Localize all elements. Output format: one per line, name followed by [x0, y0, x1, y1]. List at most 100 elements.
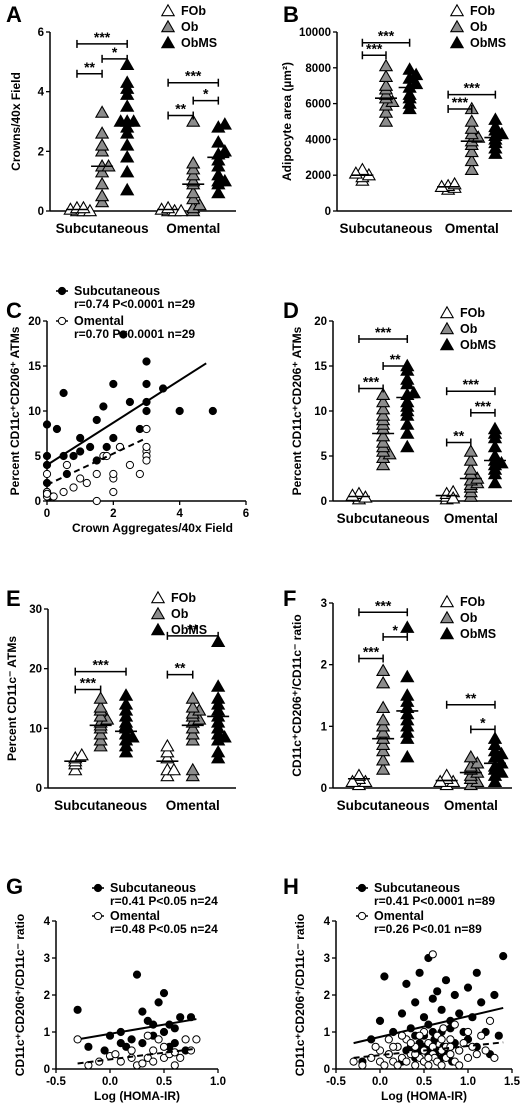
obms-point — [126, 114, 141, 127]
subcutaneous-point — [76, 433, 85, 443]
legend-label: ObMS — [470, 36, 506, 50]
y-tick-label: 3 — [321, 598, 327, 610]
x-tick-label: 1.0 — [210, 1076, 226, 1088]
subcutaneous-point — [472, 968, 481, 977]
legend-label: Ob — [171, 607, 189, 621]
ob-point — [94, 105, 110, 118]
omental-point — [159, 1042, 169, 1051]
y-axis-label: Percent CD11c⁺CD206⁺ ATMs — [8, 326, 22, 495]
omental-point — [125, 460, 135, 470]
x-tick-label: 0.5 — [156, 1076, 173, 1088]
fob-point — [160, 738, 175, 752]
significance-label: *** — [92, 657, 109, 673]
legend-swatch — [439, 321, 455, 335]
subcutaneous-point — [132, 970, 142, 979]
ob-point — [93, 691, 108, 704]
obms-point — [211, 185, 226, 199]
legend-stats: r=0.41 P<0.05 n=24 — [110, 894, 218, 908]
ob-point — [378, 114, 394, 127]
ob-point — [463, 453, 478, 466]
y-tick-label: 20 — [29, 664, 42, 676]
omental-point — [92, 496, 101, 506]
subcutaneous-point — [402, 979, 411, 989]
y-axis-label: CD11c⁺CD206⁺/CD11c⁻ ratio — [13, 914, 27, 1076]
significance-label: *** — [375, 597, 392, 613]
omental-point — [371, 1042, 380, 1051]
omental-point — [358, 1061, 367, 1070]
obms-point — [120, 138, 135, 151]
y-tick-label: 2000 — [305, 170, 331, 182]
x-tick-label: 4 — [176, 508, 183, 520]
obms-point — [120, 164, 135, 178]
legend-swatch — [439, 305, 455, 319]
omental-point — [397, 1031, 407, 1040]
obms-point — [217, 117, 232, 130]
omental-point — [170, 1061, 179, 1070]
omental-point — [143, 1031, 152, 1040]
omental-point — [485, 1016, 495, 1026]
subcutaneous-point — [109, 379, 118, 389]
omental-point — [149, 1057, 158, 1066]
obms-point — [487, 475, 503, 489]
x-tick-label: 0.0 — [372, 1076, 388, 1088]
omental-point — [393, 1061, 402, 1070]
y-tick-label: 0 — [321, 496, 327, 508]
ob-point — [463, 462, 478, 475]
subcutaneous-point — [109, 433, 118, 443]
legend-swatch — [439, 626, 455, 640]
y-axis-label: CD11c⁺CD206⁺/CD11c⁻ ratio — [290, 614, 304, 776]
obms-point — [400, 725, 415, 738]
subcutaneous-point — [154, 998, 163, 1007]
obms-point — [487, 743, 503, 757]
ob-point — [375, 457, 391, 471]
ob-point — [94, 188, 110, 202]
legend-label: Omental — [110, 909, 160, 923]
subcutaneous-point — [397, 1009, 407, 1018]
subcutaneous-point — [119, 330, 128, 339]
panel-letter: F — [283, 586, 296, 611]
obms-point — [210, 679, 226, 692]
subcutaneous-point — [411, 998, 420, 1007]
legend-swatch — [449, 19, 465, 33]
omental-point — [463, 1053, 473, 1063]
obms-point — [120, 149, 135, 163]
y-tick-label: 0 — [324, 1064, 330, 1076]
obms-point — [118, 697, 134, 710]
y-tick-label: 10000 — [299, 27, 331, 39]
ob-point — [464, 114, 479, 127]
legend-label: Ob — [181, 20, 199, 34]
obms-point — [113, 114, 128, 127]
legend-swatch — [93, 883, 103, 893]
regression-line-dashed — [353, 1041, 504, 1059]
y-tick-label: 4 — [44, 916, 51, 928]
y-axis-label: CD11c⁺CD206⁺/CD11c⁻ ratio — [293, 914, 307, 1076]
y-tick-label: 0 — [325, 206, 331, 218]
omental-point — [62, 460, 72, 470]
ob-point — [94, 176, 110, 190]
significance-label: * — [112, 44, 118, 60]
y-tick-label: 0 — [44, 1064, 50, 1076]
ob-point — [93, 700, 108, 713]
subcutaneous-point — [437, 1005, 446, 1014]
y-tick-label: 10 — [28, 406, 41, 418]
legend-swatch — [439, 594, 455, 608]
ob-point — [375, 408, 391, 421]
significance-label: ** — [175, 660, 186, 676]
omental-point — [415, 1031, 424, 1040]
significance-label: *** — [80, 675, 97, 691]
y-axis-label: Percent CD11c⁺CD206⁺ ATMs — [290, 326, 304, 495]
obms-point — [402, 87, 417, 100]
legend-label: FOb — [470, 4, 495, 18]
y-axis-label: Crowns/40x Field — [9, 72, 23, 171]
x-tick-label: -0.5 — [46, 1076, 66, 1088]
subcutaneous-point — [450, 990, 459, 1000]
subcutaneous-point — [419, 1013, 429, 1022]
subcutaneous-point — [99, 402, 108, 411]
subcutaneous-point — [125, 397, 135, 407]
omental-point — [446, 1042, 455, 1051]
omental-point — [76, 474, 85, 483]
legend-swatch — [439, 610, 455, 624]
ob-point — [463, 444, 478, 457]
significance-label: *** — [363, 644, 380, 660]
ob-point — [186, 155, 201, 169]
